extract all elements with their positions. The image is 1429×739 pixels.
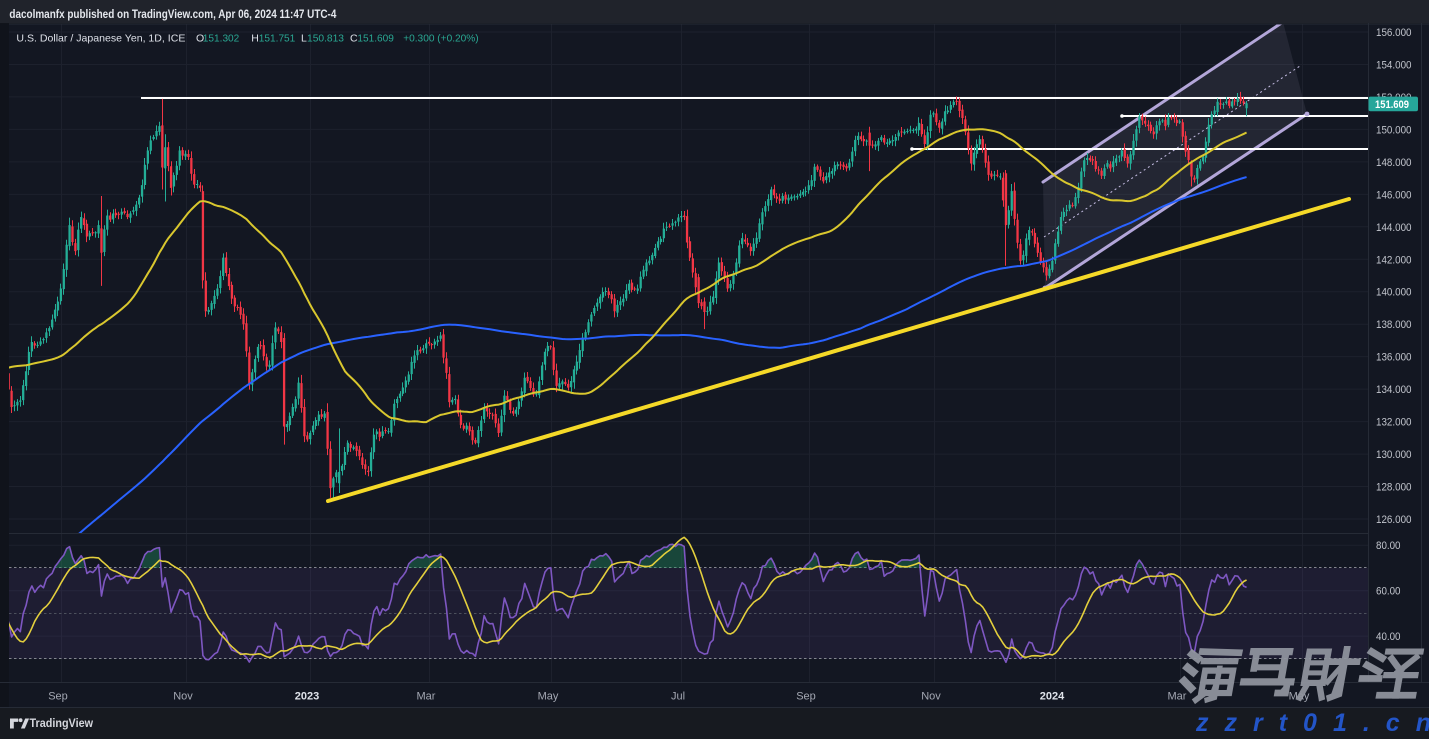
svg-text:+0.300 (+0.20%): +0.300 (+0.20%) [403, 32, 479, 44]
svg-text:May: May [538, 691, 559, 703]
svg-text:80.00: 80.00 [1376, 540, 1401, 552]
svg-text:126.000: 126.000 [1376, 514, 1412, 526]
svg-text:151.609: 151.609 [1375, 99, 1409, 111]
svg-text:Sep: Sep [796, 691, 816, 703]
svg-text:O: O [196, 32, 204, 44]
svg-text:146.000: 146.000 [1376, 189, 1412, 201]
svg-text:H: H [251, 32, 259, 44]
svg-text:144.000: 144.000 [1376, 222, 1412, 234]
svg-text:154.000: 154.000 [1376, 59, 1412, 71]
svg-text:zzrt01.cn: zzrt01.cn [1195, 709, 1429, 737]
svg-text:Nov: Nov [921, 691, 941, 703]
svg-text:151.751: 151.751 [259, 32, 296, 44]
svg-text:C: C [350, 32, 358, 44]
svg-text:40.00: 40.00 [1376, 631, 1401, 643]
svg-text:151.302: 151.302 [203, 32, 240, 44]
svg-text:148.000: 148.000 [1376, 157, 1412, 169]
svg-text:TradingView: TradingView [30, 716, 94, 730]
svg-text:150.813: 150.813 [307, 32, 344, 44]
svg-text:128.000: 128.000 [1376, 482, 1412, 494]
svg-text:156.000: 156.000 [1376, 27, 1412, 39]
svg-text:151.609: 151.609 [357, 32, 394, 44]
svg-text:2024: 2024 [1040, 691, 1065, 703]
svg-text:U.S. Dollar / Japanese Yen, 1D: U.S. Dollar / Japanese Yen, 1D, ICE [16, 32, 185, 44]
svg-text:134.000: 134.000 [1376, 384, 1412, 396]
svg-text:140.000: 140.000 [1376, 287, 1412, 299]
svg-text:Nov: Nov [173, 691, 193, 703]
svg-text:L: L [301, 32, 307, 44]
svg-text:Mar: Mar [417, 691, 436, 703]
svg-text:138.000: 138.000 [1376, 319, 1412, 331]
svg-text:60.00: 60.00 [1376, 586, 1401, 598]
svg-text:dacolmanfx published on Tradin: dacolmanfx published on TradingView.com,… [9, 9, 337, 21]
svg-text:150.000: 150.000 [1376, 124, 1412, 136]
svg-text:130.000: 130.000 [1376, 449, 1412, 461]
svg-text:Jul: Jul [671, 691, 685, 703]
svg-text:2023: 2023 [295, 691, 319, 703]
svg-text:142.000: 142.000 [1376, 254, 1412, 266]
svg-text:132.000: 132.000 [1376, 417, 1412, 429]
svg-text:Sep: Sep [48, 691, 68, 703]
svg-text:Mar: Mar [1168, 691, 1187, 703]
svg-text:136.000: 136.000 [1376, 352, 1412, 364]
